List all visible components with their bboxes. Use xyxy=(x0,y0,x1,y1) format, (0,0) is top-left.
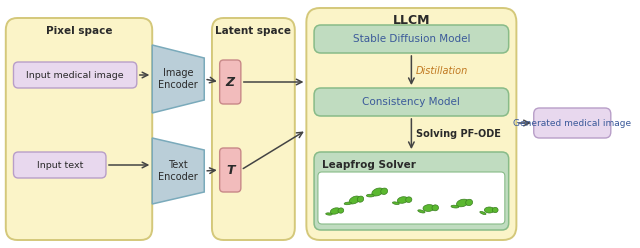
FancyBboxPatch shape xyxy=(13,62,137,88)
FancyBboxPatch shape xyxy=(6,18,152,240)
Ellipse shape xyxy=(330,208,340,214)
Ellipse shape xyxy=(397,197,408,203)
Polygon shape xyxy=(152,45,204,113)
Text: Leapfrog Solver: Leapfrog Solver xyxy=(322,160,415,170)
Text: Text
Encoder: Text Encoder xyxy=(158,160,198,182)
Ellipse shape xyxy=(349,196,360,204)
Text: Z: Z xyxy=(226,75,235,89)
Ellipse shape xyxy=(466,199,472,206)
FancyBboxPatch shape xyxy=(534,108,611,138)
Ellipse shape xyxy=(381,188,388,194)
Ellipse shape xyxy=(344,202,351,205)
Text: Solving PF-ODE: Solving PF-ODE xyxy=(416,129,501,139)
FancyBboxPatch shape xyxy=(212,18,295,240)
Text: Latent space: Latent space xyxy=(216,26,291,36)
Ellipse shape xyxy=(367,194,374,197)
Ellipse shape xyxy=(372,188,383,196)
Text: Consistency Model: Consistency Model xyxy=(362,97,460,107)
Text: Image
Encoder: Image Encoder xyxy=(158,68,198,90)
FancyBboxPatch shape xyxy=(314,25,509,53)
FancyBboxPatch shape xyxy=(220,148,241,192)
FancyBboxPatch shape xyxy=(220,60,241,104)
FancyBboxPatch shape xyxy=(314,88,509,116)
FancyBboxPatch shape xyxy=(13,152,106,178)
Ellipse shape xyxy=(456,199,468,207)
Text: T: T xyxy=(226,163,234,177)
Ellipse shape xyxy=(484,207,495,213)
FancyBboxPatch shape xyxy=(307,8,516,240)
Ellipse shape xyxy=(492,207,498,213)
FancyBboxPatch shape xyxy=(314,152,509,230)
FancyBboxPatch shape xyxy=(318,172,505,224)
Ellipse shape xyxy=(418,210,425,213)
Text: Distillation: Distillation xyxy=(416,66,468,76)
Text: LLCM: LLCM xyxy=(392,14,430,27)
Ellipse shape xyxy=(326,213,332,215)
Ellipse shape xyxy=(432,205,438,211)
Ellipse shape xyxy=(338,208,344,213)
Polygon shape xyxy=(152,138,204,204)
Text: Stable Diffusion Model: Stable Diffusion Model xyxy=(353,34,470,44)
Ellipse shape xyxy=(392,202,399,205)
Text: Input text: Input text xyxy=(36,160,83,169)
Ellipse shape xyxy=(480,212,486,215)
Ellipse shape xyxy=(423,205,435,212)
Text: Generated medical image: Generated medical image xyxy=(513,119,631,127)
Text: Pixel space: Pixel space xyxy=(45,26,112,36)
Ellipse shape xyxy=(357,196,364,202)
Ellipse shape xyxy=(451,205,459,208)
Text: Input medical image: Input medical image xyxy=(26,70,124,80)
Ellipse shape xyxy=(406,197,412,202)
